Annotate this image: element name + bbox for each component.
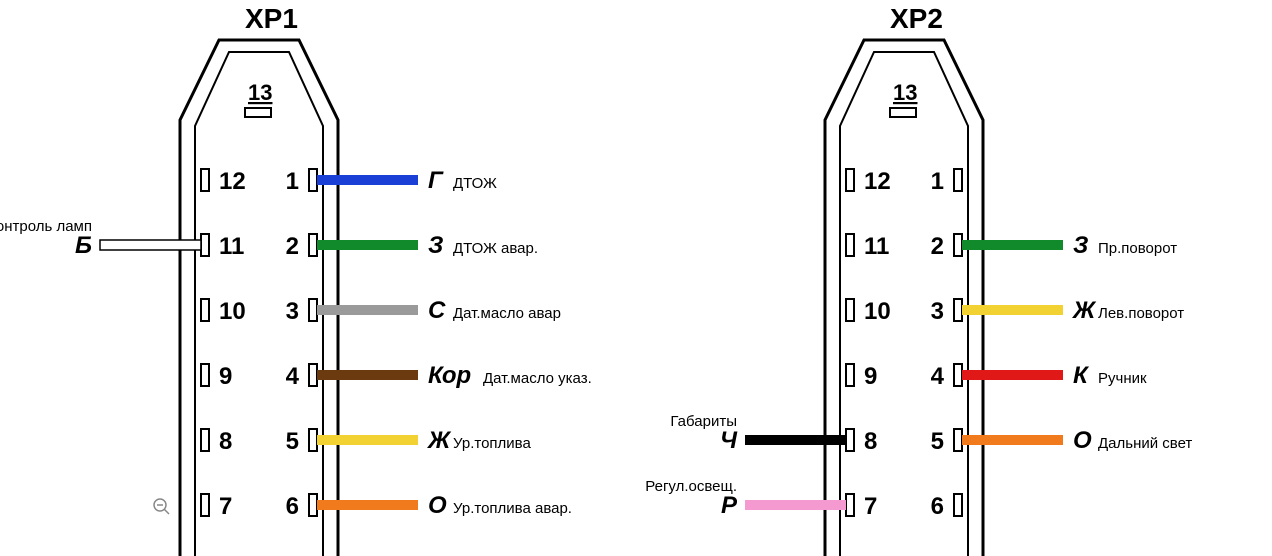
pin-slot [846,299,854,321]
xp2-pin-9: 9 [864,363,877,390]
xp1-pin-10: 10 [219,298,246,325]
pin-slot [954,234,962,256]
pin-slot [201,364,209,386]
xp2-wire-О [962,435,1063,445]
xp2-wire-desc-З: Пр.поворот [1098,240,1177,257]
xp2-pin-11: 11 [864,233,889,260]
xp2-pin13-slot [890,108,916,117]
xp1-wire-code-Б: Б [75,232,92,259]
pin-slot [309,494,317,516]
xp2-wire-desc-К: Ручник [1098,370,1147,387]
pin-slot [954,494,962,516]
xp1-wire-code-З: З [428,232,443,259]
pin-slot [954,169,962,191]
xp1-pin13-label: 13 [248,80,272,105]
xp1-pin13-slot [245,108,271,117]
xp1-wire-Г [317,175,418,185]
xp2-wire-desc-Ч: Габариты [670,413,737,430]
xp1-title: XP1 [245,3,298,34]
xp1-wire-code-Ж: Ж [426,427,452,454]
xp2-pin-3: 3 [931,298,944,325]
xp2-wire-code-Ч: Ч [720,427,738,454]
xp1-wire-С [317,305,418,315]
xp2-pin-7: 7 [864,493,877,520]
pin-slot [846,429,854,451]
xp2-pin-10: 10 [864,298,891,325]
xp2-wire-code-З: З [1073,232,1088,259]
xp1-pin-12: 12 [219,168,246,195]
xp1-pin-6: 6 [286,493,299,520]
xp2-wire-code-К: К [1073,362,1090,389]
xp1-wire-code-С: С [428,297,446,324]
xp1-wire-code-Г: Г [428,167,444,194]
xp1-inner-outline [195,52,323,556]
xp2-pin-1: 1 [931,168,944,195]
pin-slot [201,234,209,256]
xp2-pin13-label: 13 [893,80,917,105]
xp2-wire-Ж [962,305,1063,315]
xp1-wire-З [317,240,418,250]
xp2-wire-code-Ж: Ж [1071,297,1097,324]
pin-slot [846,234,854,256]
pin-slot [309,429,317,451]
xp1-pin-11: 11 [219,233,244,260]
zoom-out-icon [154,499,169,514]
pin-slot [201,169,209,191]
xp1-pin-2: 2 [286,233,299,260]
xp2-pin-2: 2 [931,233,944,260]
xp2-pin-5: 5 [931,428,944,455]
pin-slot [846,494,854,516]
xp1-pin-1: 1 [286,168,299,195]
xp2-title: XP2 [890,3,943,34]
xp2-wire-desc-Ж: Лев.поворот [1098,305,1184,322]
pin-slot [954,299,962,321]
pin-slot [309,364,317,386]
xp1-wire-desc-С: Дат.масло авар [453,305,561,322]
pin-slot [201,429,209,451]
xp1-wire-desc-Б: Контроль ламп [0,218,92,235]
xp1-pin-5: 5 [286,428,299,455]
pin-slot [309,299,317,321]
pin-slot [309,169,317,191]
xp1-wire-desc-Кор: Дат.масло указ. [483,370,592,387]
pin-slot [846,169,854,191]
xp1-pin-8: 8 [219,428,232,455]
xp1-pin-9: 9 [219,363,232,390]
pin-slot [309,234,317,256]
xp1-pin-4: 4 [286,363,300,390]
xp2-wire-К [962,370,1063,380]
pinout-diagram: XP113121110987123456ГДТОЖЗДТОЖ авар.СДат… [0,0,1272,556]
pin-slot [201,494,209,516]
xp1-wire-desc-Г: ДТОЖ [453,175,497,192]
xp2-wire-code-Р: Р [721,492,738,519]
pin-slot [954,364,962,386]
xp1-wire-desc-О: Ур.топлива авар. [453,500,572,517]
xp1-wire-code-О: О [428,492,447,519]
xp2-wire-desc-Р: Регул.освещ. [645,478,737,495]
xp2-wire-Р [745,500,846,510]
pin-slot [201,299,209,321]
xp1-wire-Ж [317,435,418,445]
xp1-pin-7: 7 [219,493,232,520]
xp1-wire-code-Кор: Кор [428,362,471,389]
xp1-wire-desc-З: ДТОЖ авар. [453,240,538,257]
pin-slot [846,364,854,386]
xp1-wire-Б [100,240,201,250]
xp2-pin-6: 6 [931,493,944,520]
pin-slot [954,429,962,451]
xp1-wire-desc-Ж: Ур.топлива [453,435,531,452]
xp2-pin-4: 4 [931,363,945,390]
xp2-wire-Ч [745,435,846,445]
xp1-wire-Кор [317,370,418,380]
xp2-pin-8: 8 [864,428,877,455]
xp2-inner-outline [840,52,968,556]
xp2-wire-З [962,240,1063,250]
xp1-pin-3: 3 [286,298,299,325]
xp2-wire-desc-О: Дальний свет [1098,435,1192,452]
xp1-wire-О [317,500,418,510]
xp2-wire-code-О: О [1073,427,1092,454]
xp2-pin-12: 12 [864,168,891,195]
